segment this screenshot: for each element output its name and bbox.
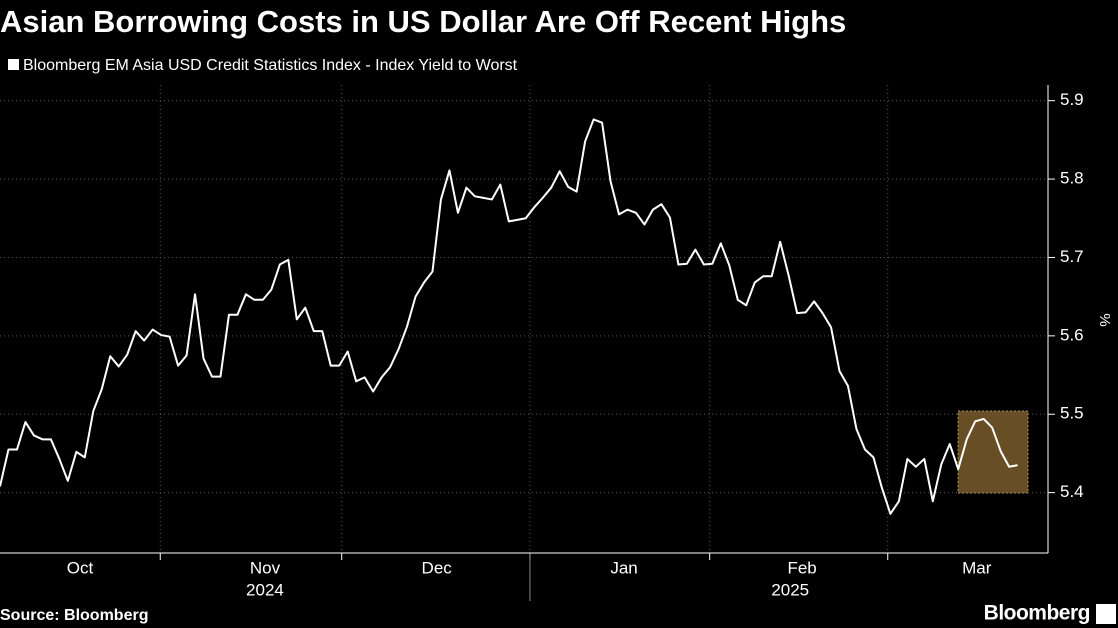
x-tick-label: Dec <box>422 558 453 577</box>
line-series <box>0 118 1018 515</box>
y-tick-label: 5.6 <box>1060 325 1084 344</box>
y-tick-label: 5.8 <box>1060 169 1084 188</box>
chart-title: Asian Borrowing Costs in US Dollar Are O… <box>0 4 846 39</box>
highlight-box <box>957 410 1029 494</box>
year-label: 2024 <box>246 580 284 599</box>
brand-logo: Bloomberg <box>984 602 1090 625</box>
subtitle: Bloomberg EM Asia USD Credit Statistics … <box>23 57 518 74</box>
brand-icon <box>1096 604 1116 624</box>
y-tick-label: 5.4 <box>1060 482 1084 501</box>
x-tick-label: Mar <box>962 558 992 577</box>
x-tick-label: Jan <box>610 558 637 577</box>
y-tick-label: 5.7 <box>1060 247 1084 266</box>
y-tick-label: 5.5 <box>1060 404 1084 423</box>
legend-swatch <box>8 59 19 70</box>
year-label: 2025 <box>771 580 809 599</box>
x-tick-label: Oct <box>67 558 94 577</box>
x-tick-label: Feb <box>787 558 816 577</box>
x-tick-label: Nov <box>250 558 281 577</box>
y-axis-label: % <box>1096 313 1113 326</box>
y-tick-label: 5.9 <box>1060 90 1084 109</box>
source: Source: Bloomberg <box>0 607 148 624</box>
